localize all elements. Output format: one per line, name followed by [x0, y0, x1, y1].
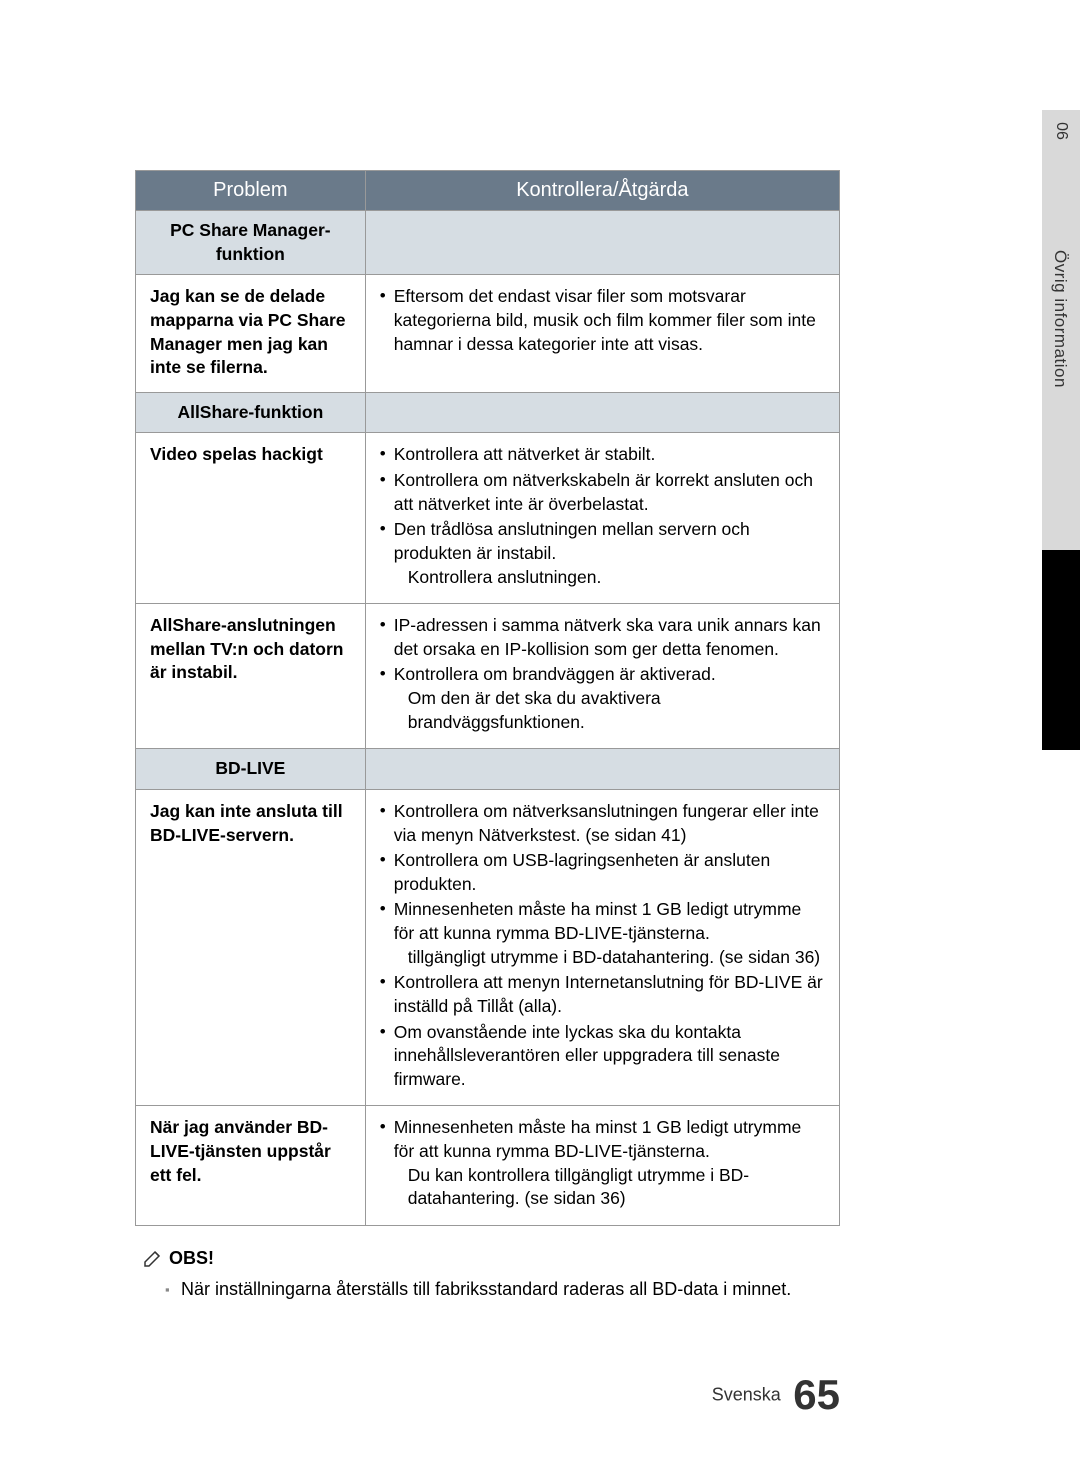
section-bdlive: BD-LIVE [136, 749, 840, 790]
section-allshare: AllShare-funktion [136, 392, 840, 433]
bullet-sub: Du kan kontrollera tillgängligt utrymme … [394, 1164, 825, 1211]
bullet-text: Den trådlösa anslutningen mellan servern… [394, 519, 750, 563]
table-row: Jag kan se de delade mapparna via PC Sha… [136, 275, 840, 393]
problem-cell: Jag kan inte ansluta till BD-LIVE-server… [136, 789, 366, 1106]
section-bdlive-title: BD-LIVE [136, 749, 366, 790]
list-item: IP-adressen i samma nätverk ska vara uni… [380, 614, 825, 661]
side-tab: 06 Övrig information [1042, 110, 1080, 550]
table-row: AllShare-anslutningen mellan TV:n och da… [136, 604, 840, 749]
section-pcshare: PC Share Manager-funktion [136, 211, 840, 275]
action-cell: Kontrollera om nätverksanslutningen fung… [365, 789, 839, 1106]
list-item: Kontrollera att nätverket är stabilt. [380, 443, 825, 467]
footer-page-number: 65 [793, 1371, 840, 1418]
bullet-sub: Kontrollera anslutningen. [394, 566, 825, 590]
list-item: Kontrollera om nätverksanslutningen fung… [380, 800, 825, 847]
bullet-sub: Om den är det ska du avaktivera brandväg… [394, 687, 825, 734]
action-cell: Eftersom det endast visar filer som mots… [365, 275, 839, 393]
bullet-text: Minnesenheten måste ha minst 1 GB ledigt… [394, 1117, 802, 1161]
section-pcshare-title: PC Share Manager-funktion [136, 211, 366, 275]
table-row: När jag använder BD-LIVE-tjänsten uppstå… [136, 1106, 840, 1226]
section-allshare-title: AllShare-funktion [136, 392, 366, 433]
bullet-list: Minnesenheten måste ha minst 1 GB ledigt… [380, 1116, 825, 1211]
problem-cell: När jag använder BD-LIVE-tjänsten uppstå… [136, 1106, 366, 1226]
note-body: När inställningarna återställs till fabr… [143, 1279, 840, 1300]
section-bdlive-empty [365, 749, 839, 790]
note-heading: OBS! [143, 1248, 840, 1269]
action-cell: Minnesenheten måste ha minst 1 GB ledigt… [365, 1106, 839, 1226]
chapter-number: 06 [1052, 122, 1070, 140]
note-head-text: OBS! [169, 1248, 214, 1269]
bullet-text: Minnesenheten måste ha minst 1 GB ledigt… [394, 899, 802, 943]
bullet-sub: tillgängligt utrymme i BD-datahantering.… [394, 946, 825, 970]
bullet-list: Kontrollera att nätverket är stabilt. Ko… [380, 443, 825, 589]
action-cell: IP-adressen i samma nätverk ska vara uni… [365, 604, 839, 749]
pencil-icon [143, 1248, 163, 1268]
list-item: Minnesenheten måste ha minst 1 GB ledigt… [380, 1116, 825, 1211]
list-item: Minnesenheten måste ha minst 1 GB ledigt… [380, 898, 825, 969]
list-item: Eftersom det endast visar filer som mots… [380, 285, 825, 356]
chapter-label: Övrig information [1050, 250, 1070, 388]
list-item: Kontrollera om nätverkskabeln är korrekt… [380, 469, 825, 516]
list-item: Kontrollera om USB-lagringsenheten är an… [380, 849, 825, 896]
list-item: Den trådlösa anslutningen mellan servern… [380, 518, 825, 589]
section-allshare-empty [365, 392, 839, 433]
table-header-row: Problem Kontrollera/Åtgärda [136, 171, 840, 211]
content-area: Problem Kontrollera/Åtgärda PC Share Man… [135, 170, 840, 1300]
bullet-list: Kontrollera om nätverksanslutningen fung… [380, 800, 825, 1092]
side-black-bar [1042, 550, 1080, 750]
troubleshoot-table: Problem Kontrollera/Åtgärda PC Share Man… [135, 170, 840, 1226]
action-cell: Kontrollera att nätverket är stabilt. Ko… [365, 433, 839, 604]
bullet-text: Kontrollera om brandväggen är aktiverad. [394, 664, 716, 684]
table-row: Video spelas hackigt Kontrollera att nät… [136, 433, 840, 604]
table-row: Jag kan inte ansluta till BD-LIVE-server… [136, 789, 840, 1106]
footer-language: Svenska [712, 1385, 781, 1405]
header-problem: Problem [136, 171, 366, 211]
section-pcshare-empty [365, 211, 839, 275]
list-item: Kontrollera att menyn Internetanslutning… [380, 971, 825, 1018]
problem-cell: AllShare-anslutningen mellan TV:n och da… [136, 604, 366, 749]
page-root: 06 Övrig information Problem Kontrollera… [0, 0, 1080, 1479]
list-item: Kontrollera om brandväggen är aktiverad.… [380, 663, 825, 734]
problem-cell: Video spelas hackigt [136, 433, 366, 604]
page-footer: Svenska 65 [0, 1371, 1080, 1419]
note-block: OBS! När inställningarna återställs till… [135, 1248, 840, 1300]
problem-cell: Jag kan se de delade mapparna via PC Sha… [136, 275, 366, 393]
header-action: Kontrollera/Åtgärda [365, 171, 839, 211]
list-item: Om ovanstående inte lyckas ska du kontak… [380, 1021, 825, 1092]
bullet-list: IP-adressen i samma nätverk ska vara uni… [380, 614, 825, 734]
bullet-list: Eftersom det endast visar filer som mots… [380, 285, 825, 356]
